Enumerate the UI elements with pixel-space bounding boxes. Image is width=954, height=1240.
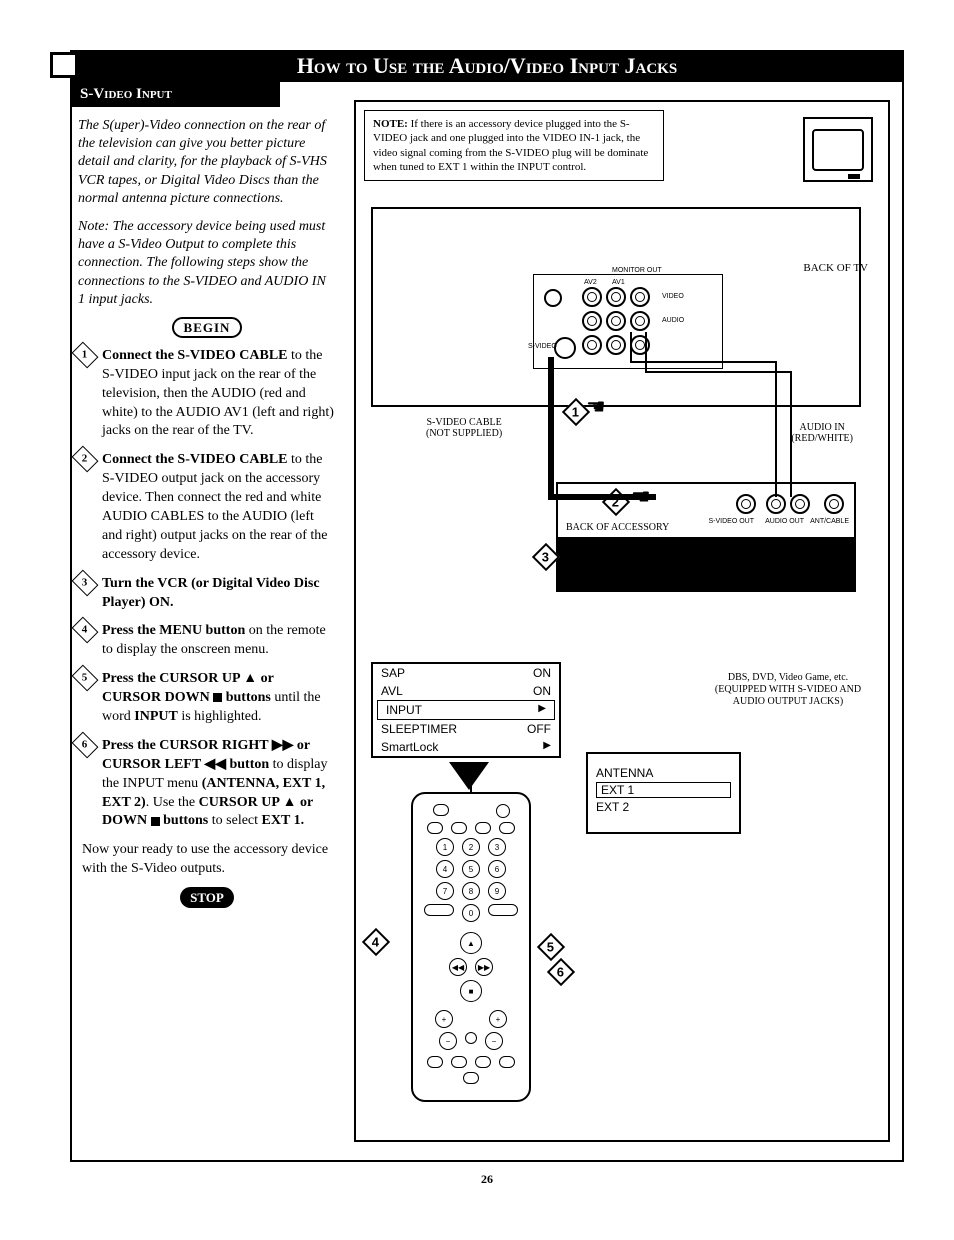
accessory-caption: DBS, DVD, Video Game, etc. (EQUIPPED WIT… — [698, 672, 878, 708]
hand-icon: ☛ — [631, 484, 651, 510]
input-option: EXT 2 — [596, 800, 731, 814]
remote-button — [499, 822, 515, 834]
step-num-icon: 2 — [72, 446, 99, 473]
tv-back-panel: MONITOR OUT AV2 AV1 VIDEO AUDIO — [371, 207, 861, 407]
remote-button — [488, 904, 518, 916]
back-of-accessory-label: BACK OF ACCESSORY — [566, 522, 669, 533]
num-button: 8 — [462, 882, 480, 900]
menu-row: SAPON — [373, 664, 559, 682]
jack-icon — [606, 335, 626, 355]
instructions-column: S-Video Input The S(uper)-Video connecti… — [72, 82, 342, 1160]
arrow-down-icon — [449, 762, 489, 790]
remote-button — [451, 822, 467, 834]
note-box: NOTE: If there is an accessory device pl… — [364, 110, 664, 181]
step-num-icon: 4 — [72, 617, 99, 644]
page-title: How to Use the Audio/Video Input Jacks — [297, 53, 677, 79]
num-button: 6 — [488, 860, 506, 878]
ch-down-button: − — [485, 1032, 503, 1050]
callout-4: 4 — [362, 928, 390, 956]
step-num-icon: 3 — [72, 569, 99, 596]
remote-button — [427, 1056, 443, 1068]
remote-button — [451, 1056, 467, 1068]
intro-paragraph-1: The S(uper)-Video connection on the rear… — [78, 117, 336, 208]
jack-icon — [630, 287, 650, 307]
intro-paragraph-2: Note: The accessory device being used mu… — [78, 218, 336, 309]
jack-icon — [582, 335, 602, 355]
osd-menu: SAPON AVLON INPUT▶ SLEEPTIMEROFF SmartLo… — [371, 662, 561, 758]
menu-row: AVLON — [373, 682, 559, 700]
input-option-selected: EXT 1 — [596, 782, 731, 798]
mute-button — [465, 1032, 477, 1044]
jack-icon — [630, 311, 650, 331]
tv-icon — [803, 117, 873, 182]
page-number: 26 — [70, 1172, 904, 1187]
num-button: 5 — [462, 860, 480, 878]
step-num-icon: 1 — [72, 341, 99, 368]
jack-icon — [630, 335, 650, 355]
sub-header: S-Video Input — [70, 82, 280, 107]
step-6: 6 Press the CURSOR RIGHT ▶▶ or CURSOR LE… — [78, 737, 336, 831]
num-button: 2 — [462, 838, 480, 856]
jack-icon — [766, 494, 786, 514]
step-num-icon: 5 — [72, 665, 99, 692]
final-note: Now your ready to use the accessory devi… — [78, 841, 336, 879]
num-button: 9 — [488, 882, 506, 900]
svideo-jack-icon — [554, 337, 576, 359]
jack-icon — [582, 287, 602, 307]
jack-icon — [790, 494, 810, 514]
step-5: 5 Press the CURSOR UP ▲ or CURSOR DOWN b… — [78, 670, 336, 727]
diagram-panel: NOTE: If there is an accessory device pl… — [354, 100, 890, 1142]
vol-up-button: + — [435, 1010, 453, 1028]
cursor-left-button: ◀◀ — [449, 958, 467, 976]
vol-down-button: − — [439, 1032, 457, 1050]
remote-button — [427, 822, 443, 834]
input-option: ANTENNA — [596, 766, 731, 780]
jack-icon — [824, 494, 844, 514]
audio-in-label: AUDIO IN(RED/WHITE) — [791, 422, 853, 444]
num-button: 3 — [488, 838, 506, 856]
jack-icon — [736, 494, 756, 514]
remote-button — [475, 822, 491, 834]
step-2: 2 Connect the S-VIDEO CABLE to the S-VID… — [78, 451, 336, 564]
remote-button — [433, 804, 449, 816]
svideo-cable-label: S-VIDEO CABLE(NOT SUPPLIED) — [426, 417, 502, 439]
step-1: 1 Connect the S-VIDEO CABLE to the S-VID… — [78, 347, 336, 441]
menu-button — [424, 904, 454, 916]
cursor-up-button: ▲ — [460, 932, 482, 954]
jack-icon — [606, 287, 626, 307]
callout-6: 6 — [547, 958, 575, 986]
cursor-right-button: ▶▶ — [475, 958, 493, 976]
remote-control: 1 2 3 4 5 6 7 8 9 0 ▲ ◀◀ — [411, 792, 531, 1102]
jack-icon — [606, 311, 626, 331]
num-button: 1 — [436, 838, 454, 856]
remote-button — [475, 1056, 491, 1068]
num-button: 7 — [436, 882, 454, 900]
step-3: 3 Turn the VCR (or Digital Video Disc Pl… — [78, 575, 336, 613]
num-button: 4 — [436, 860, 454, 878]
coax-jack-icon — [544, 289, 562, 307]
ch-up-button: + — [489, 1010, 507, 1028]
remote-button — [463, 1072, 479, 1084]
jack-panel: MONITOR OUT AV2 AV1 VIDEO AUDIO — [533, 274, 723, 369]
hand-icon: ☛ — [586, 394, 606, 420]
title-box-icon — [50, 52, 78, 78]
main-content: S-Video Input The S(uper)-Video connecti… — [70, 82, 904, 1162]
input-submenu: ANTENNA EXT 1 EXT 2 — [586, 752, 741, 834]
num-button: 0 — [462, 904, 480, 922]
cursor-down-button: ■ — [460, 980, 482, 1002]
menu-row-selected: INPUT▶ — [377, 700, 555, 720]
step-num-icon: 6 — [72, 731, 99, 758]
hand-icon: ☛ — [561, 540, 581, 566]
accessory-body — [556, 537, 856, 592]
step-4: 4 Press the MENU button on the remote to… — [78, 622, 336, 660]
stop-badge: STOP — [78, 889, 336, 907]
remote-button — [499, 1056, 515, 1068]
menu-row: SmartLock▶ — [373, 738, 559, 756]
jack-icon — [582, 311, 602, 331]
menu-row: SLEEPTIMEROFF — [373, 720, 559, 738]
begin-badge: BEGIN — [78, 319, 336, 337]
power-button-icon — [496, 804, 510, 818]
page-title-bar: How to Use the Audio/Video Input Jacks — [70, 50, 904, 82]
